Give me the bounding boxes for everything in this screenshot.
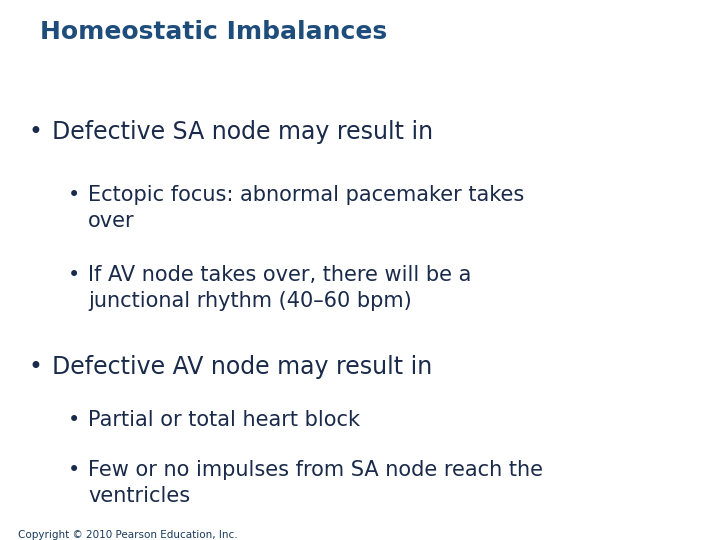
Text: Few or no impulses from SA node reach the
ventricles: Few or no impulses from SA node reach th… (88, 460, 543, 505)
Text: •: • (28, 355, 42, 379)
Text: Defective AV node may result in: Defective AV node may result in (52, 355, 432, 379)
Text: Ectopic focus: abnormal pacemaker takes
over: Ectopic focus: abnormal pacemaker takes … (88, 185, 524, 231)
Text: Copyright © 2010 Pearson Education, Inc.: Copyright © 2010 Pearson Education, Inc. (18, 530, 238, 540)
Text: •: • (28, 120, 42, 144)
Text: Homeostatic Imbalances: Homeostatic Imbalances (40, 20, 387, 44)
Text: •: • (68, 265, 80, 285)
Text: Partial or total heart block: Partial or total heart block (88, 410, 360, 430)
Text: •: • (68, 410, 80, 430)
Text: If AV node takes over, there will be a
junctional rhythm (40–60 bpm): If AV node takes over, there will be a j… (88, 265, 472, 310)
Text: •: • (68, 460, 80, 480)
Text: Defective SA node may result in: Defective SA node may result in (52, 120, 433, 144)
Text: •: • (68, 185, 80, 205)
